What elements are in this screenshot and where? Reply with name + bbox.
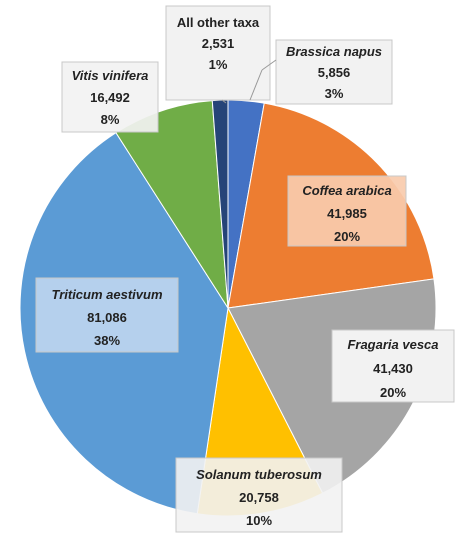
label-all-other-taxa-percent: 1% bbox=[209, 57, 228, 72]
label-fragaria-vesca-value: 41,430 bbox=[373, 361, 413, 376]
label-all-other-taxa: All other taxa 2,531 1% bbox=[165, 5, 271, 104]
label-vitis-vinifera: Vitis vinifera 16,492 8% bbox=[61, 61, 159, 133]
data-labels: All other taxa 2,531 1% Brassica napus 5… bbox=[35, 5, 455, 533]
label-brassica-napus: Brassica napus 5,856 3% bbox=[249, 39, 393, 105]
label-vitis-vinifera-percent: 8% bbox=[101, 112, 120, 127]
label-coffea-arabica: Coffea arabica 41,985 20% bbox=[287, 175, 407, 247]
label-fragaria-vesca-percent: 20% bbox=[380, 385, 406, 400]
label-coffea-arabica-percent: 20% bbox=[334, 229, 360, 244]
label-triticum-aestivum-name: Triticum aestivum bbox=[51, 287, 162, 302]
label-coffea-arabica-value: 41,985 bbox=[327, 206, 367, 221]
label-triticum-aestivum-percent: 38% bbox=[94, 333, 120, 348]
label-brassica-napus-percent: 3% bbox=[325, 86, 344, 101]
label-vitis-vinifera-name: Vitis vinifera bbox=[72, 68, 149, 83]
label-triticum-aestivum-value: 81,086 bbox=[87, 310, 127, 325]
label-vitis-vinifera-value: 16,492 bbox=[90, 90, 130, 105]
label-brassica-napus-name: Brassica napus bbox=[286, 44, 382, 59]
label-all-other-taxa-name: All other taxa bbox=[177, 15, 260, 30]
label-all-other-taxa-value: 2,531 bbox=[202, 36, 235, 51]
label-solanum-tuberosum: Solanum tuberosum 20,758 10% bbox=[175, 457, 343, 533]
label-solanum-tuberosum-percent: 10% bbox=[246, 513, 272, 528]
label-solanum-tuberosum-name: Solanum tuberosum bbox=[196, 467, 322, 482]
label-triticum-aestivum: Triticum aestivum 81,086 38% bbox=[35, 277, 179, 353]
label-fragaria-vesca-name: Fragaria vesca bbox=[347, 337, 438, 352]
label-solanum-tuberosum-value: 20,758 bbox=[239, 490, 279, 505]
label-coffea-arabica-name: Coffea arabica bbox=[302, 183, 391, 198]
label-fragaria-vesca: Fragaria vesca 41,430 20% bbox=[331, 329, 455, 403]
label-brassica-napus-value: 5,856 bbox=[318, 65, 351, 80]
